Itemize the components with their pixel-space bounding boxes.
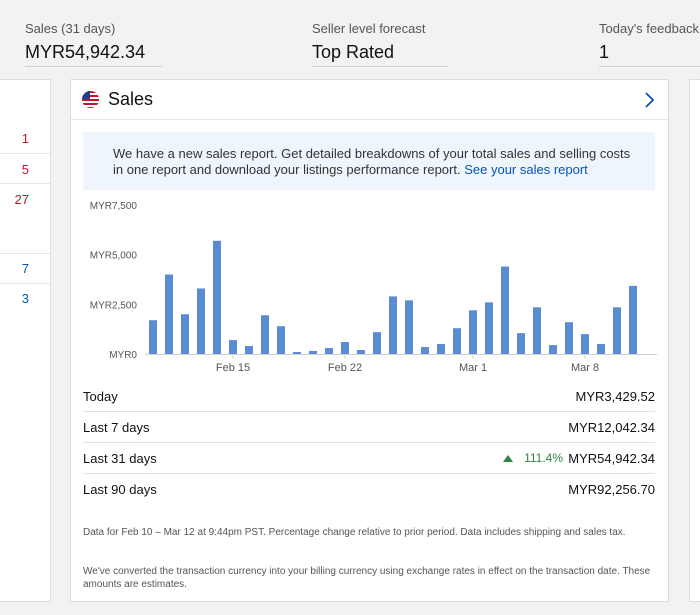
x-tick-label: Mar 8 [571, 362, 599, 374]
bar-mar-1[interactable] [469, 310, 477, 354]
bar-feb-26[interactable] [405, 300, 413, 354]
divider [83, 473, 655, 474]
summary-label: Last 31 days [83, 451, 157, 466]
summary-value: MYR3,429.52 [575, 389, 656, 404]
bar-feb-13[interactable] [197, 288, 205, 354]
y-tick-label: MYR7,500 [90, 201, 138, 212]
bar-feb-12[interactable] [181, 314, 189, 354]
bar-mar-5[interactable] [533, 307, 541, 354]
stat-underline [599, 66, 700, 67]
divider [0, 253, 50, 254]
change-percent: 111.4% [524, 451, 563, 465]
bar-feb-23[interactable] [357, 350, 365, 354]
divider [0, 283, 50, 284]
y-tick-label: MYR5,000 [90, 251, 138, 262]
summary-row-today: Today MYR3,429.52 [83, 381, 655, 412]
y-tick-label: MYR0 [109, 350, 137, 361]
bar-mar-4[interactable] [517, 333, 525, 354]
summary-row-last-31-days: Last 31 days 111.4% MYR54,942.34 [83, 443, 655, 474]
stat-value[interactable]: Top Rated [312, 42, 395, 62]
bar-feb-29[interactable] [453, 328, 461, 354]
x-tick-label: Mar 1 [459, 362, 487, 374]
stat-label: Seller level forecast [312, 21, 426, 36]
bar-feb-20[interactable] [309, 351, 317, 354]
banner-text: We have a new sales report. Get detailed… [113, 146, 631, 177]
bar-mar-9[interactable] [597, 344, 605, 354]
divider [0, 183, 50, 184]
bar-feb-15[interactable] [229, 340, 237, 354]
stat-value[interactable]: MYR54,942.34 [25, 42, 146, 62]
bar-feb-16[interactable] [245, 346, 253, 354]
y-tick-label: MYR2,500 [90, 300, 138, 311]
summary-label: Last 90 days [83, 482, 157, 497]
count-3[interactable]: 27 [14, 192, 29, 207]
bar-mar-6[interactable] [549, 345, 557, 354]
left-summary-card: 1 5 27 7 3 [0, 79, 51, 602]
count-5[interactable]: 3 [21, 291, 29, 306]
bar-mar-8[interactable] [581, 334, 589, 354]
summary-row-last-90-days: Last 90 days MYR92,256.70 [83, 474, 655, 505]
summary-label: Last 7 days [83, 420, 150, 435]
x-tick-label: Feb 15 [216, 362, 250, 374]
count-4[interactable]: 7 [21, 261, 29, 276]
summary-value: MYR92,256.70 [568, 482, 655, 497]
bar-feb-21[interactable] [325, 348, 333, 354]
count-2[interactable]: 5 [21, 162, 29, 177]
sales-report-banner: We have a new sales report. Get detailed… [83, 132, 655, 190]
bar-feb-25[interactable] [389, 296, 397, 354]
bar-feb-28[interactable] [437, 344, 445, 354]
bar-mar-2[interactable] [485, 302, 493, 354]
chevron-right-icon[interactable] [643, 91, 655, 109]
summary-value: MYR12,042.34 [568, 420, 655, 435]
stat-label: Sales (31 days) [25, 21, 116, 36]
footnote-currency: We've converted the transaction currency… [83, 566, 651, 590]
bar-mar-7[interactable] [565, 322, 573, 354]
right-partial-card [689, 79, 700, 602]
us-flag-icon [82, 91, 99, 108]
summary-label: Today [83, 389, 118, 404]
x-tick-label: Feb 22 [328, 362, 362, 374]
see-sales-report-link[interactable]: See your sales report [464, 162, 588, 177]
footnote-data-range: Data for Feb 10 – Mar 12 at 9:44pm PST. … [83, 527, 626, 538]
bar-feb-24[interactable] [373, 332, 381, 354]
stat-value[interactable]: 1 [599, 42, 610, 62]
bar-feb-10[interactable] [149, 320, 157, 354]
count-1[interactable]: 1 [21, 131, 29, 146]
bar-feb-18[interactable] [277, 326, 285, 354]
sales-card-title: Sales [108, 89, 154, 109]
bar-feb-11[interactable] [165, 274, 173, 354]
bar-feb-17[interactable] [261, 315, 269, 354]
bar-feb-27[interactable] [421, 347, 429, 354]
divider [83, 411, 655, 412]
bar-feb-14[interactable] [213, 240, 221, 354]
divider [83, 442, 655, 443]
stat-label: Today's feedback [599, 21, 700, 36]
stat-underline [312, 66, 448, 67]
stat-underline [25, 66, 162, 67]
sales-bar-chart: MYR0 MYR2,500 MYR5,000 MYR7,500 Feb 15 Feb 22… [90, 201, 657, 374]
bar-feb-22[interactable] [341, 342, 349, 354]
bar-mar-10[interactable] [613, 307, 621, 354]
trend-up-icon [503, 455, 513, 462]
bar-mar-3[interactable] [501, 266, 509, 354]
sales-card-header[interactable]: Sales [71, 80, 668, 120]
divider [0, 153, 50, 154]
bar-mar-11[interactable] [629, 285, 637, 354]
summary-row-last-7-days: Last 7 days MYR12,042.34 [83, 412, 655, 443]
summary-value: MYR54,942.34 [568, 451, 655, 466]
bar-feb-19[interactable] [293, 352, 301, 354]
sales-card: Sales We have a new sales report. Get de… [70, 79, 669, 602]
